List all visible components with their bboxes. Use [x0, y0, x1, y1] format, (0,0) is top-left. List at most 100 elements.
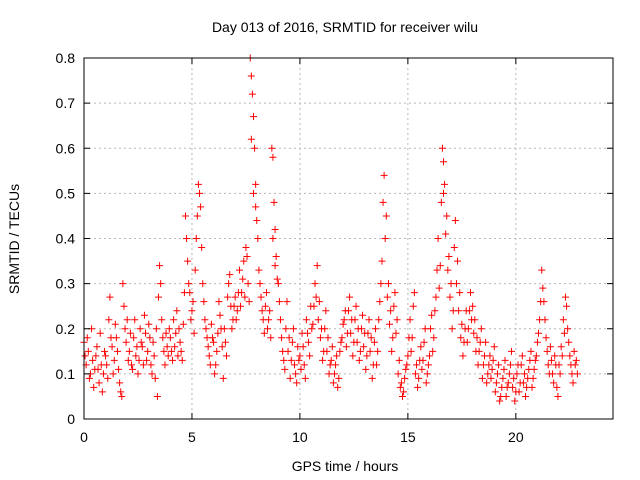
data-point [571, 361, 579, 369]
data-point [288, 338, 296, 346]
plot-area-border [83, 57, 614, 420]
data-point [374, 347, 382, 355]
data-point [410, 289, 418, 297]
data-point [360, 343, 368, 351]
data-point [153, 392, 161, 400]
data-point [333, 352, 341, 360]
data-point [379, 198, 387, 206]
data-point [258, 307, 266, 315]
data-point [384, 280, 392, 288]
data-point [219, 374, 227, 382]
data-point [546, 343, 554, 351]
data-point [249, 113, 257, 121]
data-point [492, 379, 500, 387]
data-point [150, 352, 158, 360]
data-point [444, 266, 452, 274]
data-point [572, 356, 580, 364]
data-point [302, 316, 310, 324]
data-point [442, 230, 450, 238]
data-point [465, 307, 473, 315]
data-point [527, 347, 535, 355]
data-point [169, 356, 177, 364]
data-point [289, 325, 297, 333]
data-point [208, 334, 216, 342]
data-point [420, 338, 428, 346]
y-tick-label: 0.8 [56, 50, 76, 66]
data-point [175, 325, 183, 333]
data-point [188, 307, 196, 315]
data-point [90, 383, 98, 391]
data-point [389, 334, 397, 342]
data-point [446, 293, 454, 301]
data-point [505, 370, 513, 378]
data-point [469, 302, 477, 310]
data-point [287, 356, 295, 364]
y-tick-label: 0.5 [56, 185, 76, 201]
data-point [200, 298, 208, 306]
data-point [445, 253, 453, 261]
data-point [323, 347, 331, 355]
data-point [151, 374, 159, 382]
data-point [346, 293, 354, 301]
data-point [167, 347, 175, 355]
data-point [252, 180, 260, 188]
data-point [158, 316, 166, 324]
data-point [368, 374, 376, 382]
data-point [309, 320, 317, 328]
data-point [292, 370, 300, 378]
data-point [452, 280, 460, 288]
data-point [406, 316, 414, 324]
data-point [371, 325, 379, 333]
data-point [157, 280, 165, 288]
data-point [522, 392, 530, 400]
data-point [187, 316, 195, 324]
data-point [501, 356, 509, 364]
data-point [429, 347, 437, 355]
data-point [257, 293, 265, 301]
data-point [409, 302, 417, 310]
data-point [390, 302, 398, 310]
data-point [273, 275, 281, 283]
data-point [456, 289, 464, 297]
data-point [300, 361, 308, 369]
x-tick-label: 10 [292, 429, 308, 445]
data-point [481, 352, 489, 360]
data-point [537, 298, 545, 306]
data-point [136, 325, 144, 333]
data-point [550, 379, 558, 387]
data-point [224, 293, 232, 301]
data-point [199, 280, 207, 288]
data-point [192, 235, 200, 242]
data-point [197, 203, 205, 211]
data-point [424, 361, 432, 369]
data-point [140, 311, 148, 319]
data-point [478, 374, 486, 382]
data-point [293, 379, 301, 387]
data-point [286, 374, 294, 382]
data-point [255, 266, 263, 274]
data-point [334, 383, 342, 391]
data-point [570, 347, 578, 355]
x-tick-label: 0 [80, 429, 88, 445]
data-point [336, 347, 344, 355]
data-point [214, 329, 222, 337]
data-point [163, 343, 171, 351]
data-point [198, 244, 206, 252]
data-point [111, 320, 119, 328]
data-point [156, 262, 164, 270]
x-tick-label: 20 [508, 429, 524, 445]
data-point [391, 289, 399, 297]
data-point [103, 361, 111, 369]
data-point [221, 338, 229, 346]
data-point [248, 90, 256, 98]
data-point [240, 257, 248, 265]
data-point [436, 262, 444, 270]
data-point [541, 316, 549, 324]
data-point [252, 203, 260, 211]
data-point [544, 361, 552, 369]
data-point [119, 280, 127, 288]
y-tick-label: 0.4 [56, 231, 76, 247]
data-point [557, 343, 565, 351]
data-point [171, 343, 179, 351]
